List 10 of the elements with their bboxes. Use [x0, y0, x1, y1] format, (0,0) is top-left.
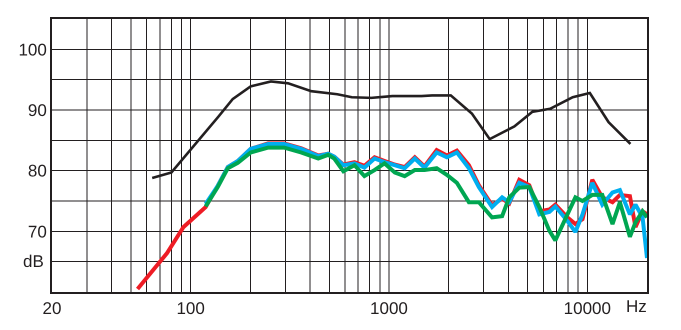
x-tick-label: 1000 [370, 299, 408, 318]
y-axis-title: dB [23, 252, 44, 271]
x-tick-label: 100 [176, 299, 205, 318]
x-tick-label: 20 [42, 299, 62, 318]
x-tick-label: 10000 [564, 299, 611, 318]
y-tick-label: 90 [28, 100, 47, 120]
y-tick-label: 80 [28, 162, 47, 181]
y-tick-label: 70 [28, 222, 47, 242]
x-axis-title: Hz [626, 297, 647, 316]
y-tick-label: 100 [18, 40, 47, 60]
